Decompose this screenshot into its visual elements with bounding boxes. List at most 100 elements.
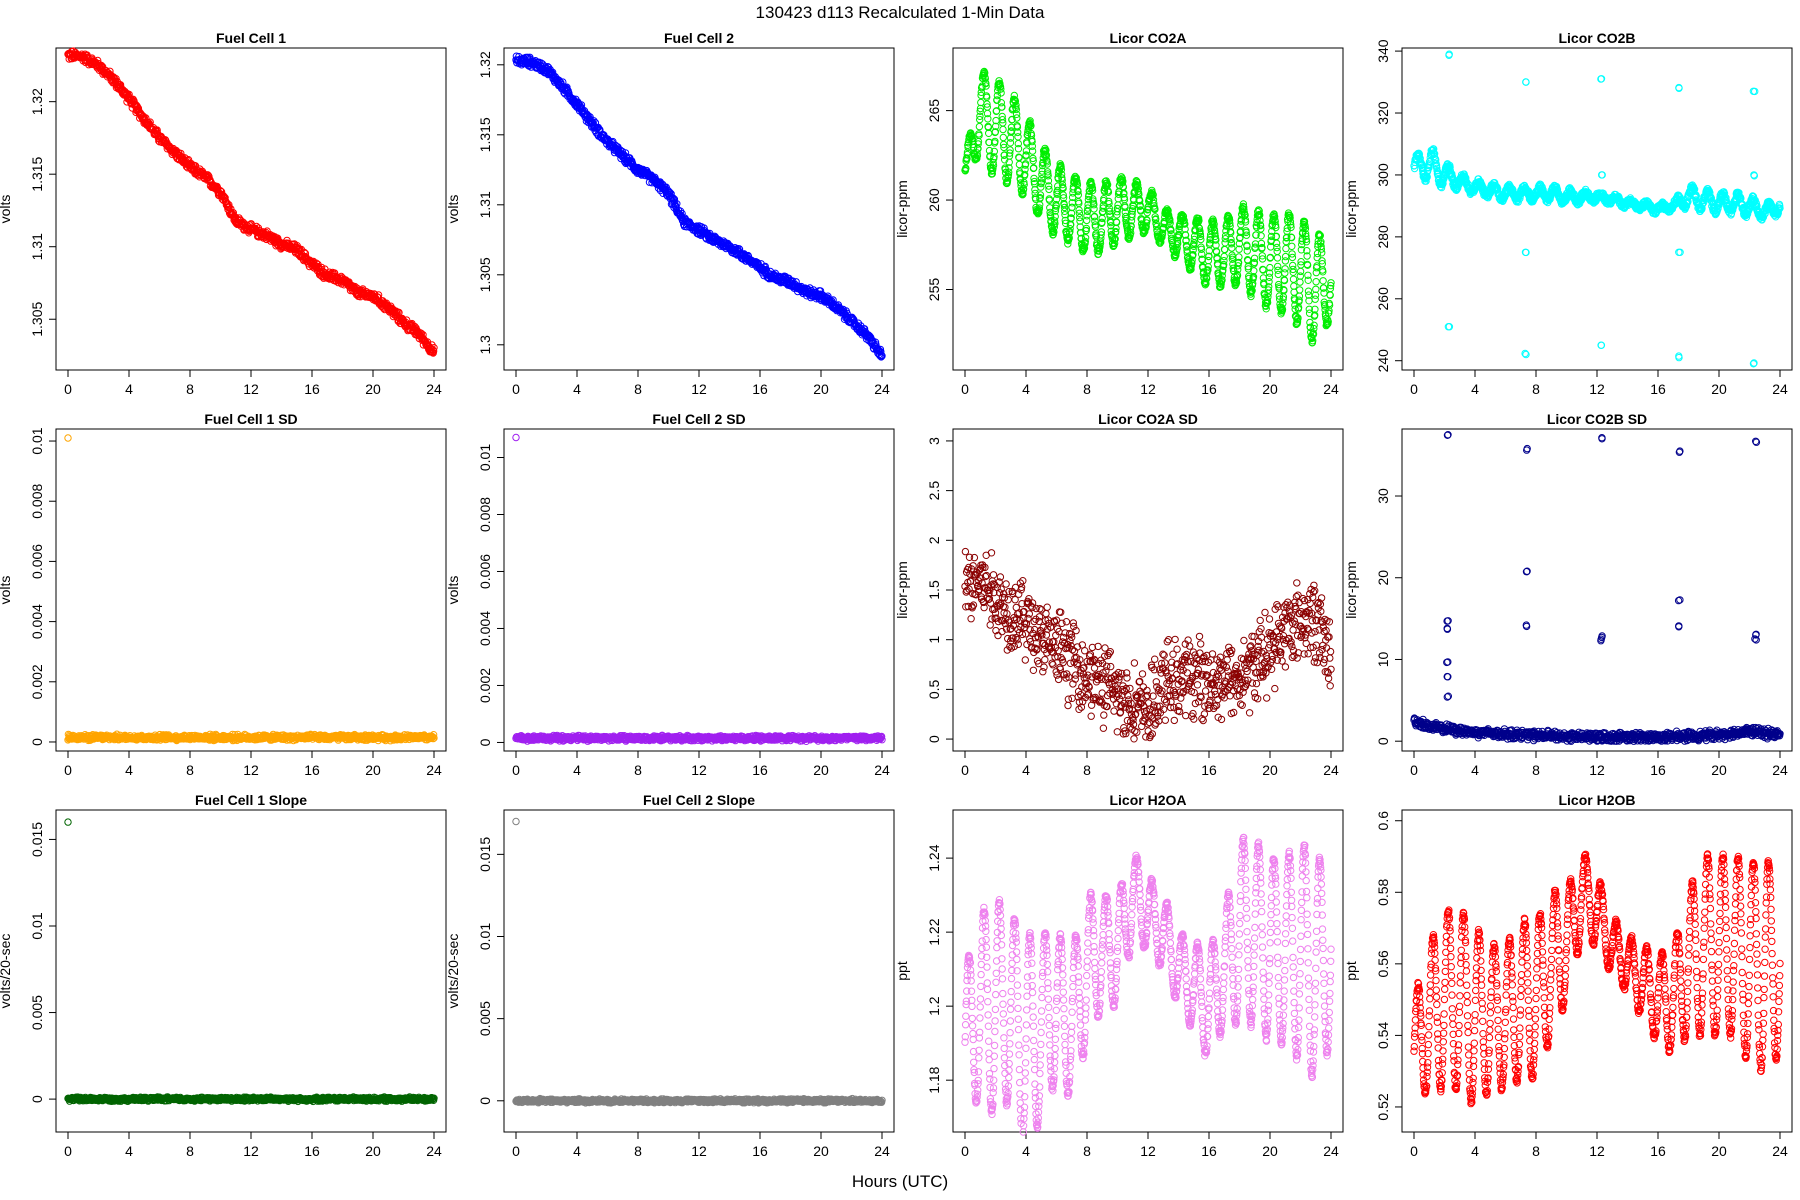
panel-title: Fuel Cell 1: [216, 30, 286, 46]
y-tick-label: 0.008: [29, 483, 45, 518]
x-tick-label: 12: [243, 381, 259, 397]
data-point: [1273, 254, 1282, 262]
data-point: [1290, 282, 1298, 290]
plot-frame: [55, 47, 447, 371]
data-point: [428, 348, 437, 357]
panel-title: Fuel Cell 1 SD: [204, 411, 297, 427]
data-point: [374, 291, 383, 299]
data-point: [1522, 78, 1530, 86]
y-tick-label: 320: [1375, 101, 1391, 125]
y-tick-label: 300: [1375, 163, 1391, 187]
y-tick-label: 340: [1375, 39, 1391, 63]
y-tick-label: 1.32: [477, 51, 493, 78]
data-points: [512, 52, 886, 361]
data-point: [1281, 252, 1290, 261]
data-point: [1028, 147, 1037, 155]
data-points: [64, 434, 438, 745]
x-tick-label: 24: [874, 381, 890, 397]
data-point: [1318, 249, 1326, 257]
data-point: [761, 262, 769, 271]
data-point: [229, 209, 238, 217]
data-point: [1220, 252, 1228, 261]
data-point: [1319, 277, 1327, 285]
data-points: [1410, 50, 1784, 368]
data-point: [184, 156, 193, 164]
data-point: [1296, 278, 1304, 286]
x-tick-label: 8: [1083, 381, 1091, 397]
data-point: [430, 344, 438, 352]
data-point: [429, 347, 438, 355]
x-tick-label: 20: [1262, 381, 1278, 397]
data-point: [1221, 245, 1229, 254]
y-tick-label: 0.002: [29, 664, 45, 699]
y-tick-label: 1.315: [477, 117, 493, 152]
x-tick-label: 20: [365, 762, 381, 778]
x-tick-label: 4: [125, 762, 133, 778]
y-axis-label: licor-ppm: [894, 180, 910, 238]
x-tick-label: 16: [752, 381, 768, 397]
y-tick-label: 0: [29, 738, 45, 746]
y-tick-label: 265: [926, 99, 942, 123]
x-tick-label: 16: [304, 381, 320, 397]
x-tick-label: 20: [365, 381, 381, 397]
data-point: [590, 117, 598, 125]
x-tick-label: 24: [1772, 381, 1788, 397]
data-point: [1274, 270, 1283, 279]
y-tick-label: 260: [926, 188, 942, 212]
data-point: [977, 98, 985, 107]
x-tick-label: 0: [512, 381, 520, 397]
data-point: [1289, 275, 1298, 283]
y-tick-label: 0.01: [29, 427, 45, 454]
data-points: [961, 67, 1335, 347]
y-tick-label: 255: [926, 278, 942, 302]
x-tick-label: 12: [1140, 381, 1156, 397]
y-tick-label: 1.315: [29, 156, 45, 191]
x-tick-label: 12: [243, 762, 259, 778]
x-tick-label: 24: [426, 381, 442, 397]
y-tick-label: 260: [1375, 287, 1391, 311]
data-point: [667, 190, 675, 198]
y-tick-label: 1.3: [477, 335, 493, 355]
x-tick-label: 0: [1410, 381, 1418, 397]
x-tick-label: 4: [573, 381, 581, 397]
x-tick-label: 4: [1471, 381, 1479, 397]
data-point: [762, 266, 771, 274]
data-point: [1272, 232, 1281, 241]
data-point: [300, 248, 308, 257]
data-point: [999, 125, 1007, 134]
y-tick-label: 1.32: [29, 88, 45, 115]
data-point: [1288, 242, 1296, 251]
x-tick-label: 24: [426, 762, 442, 778]
x-tick-label: 0: [64, 381, 72, 397]
panel-title: Fuel Cell 2: [664, 30, 734, 46]
data-point: [351, 282, 359, 291]
data-point: [1015, 160, 1024, 169]
x-tick-label: 0: [64, 762, 72, 778]
data-point: [999, 133, 1007, 142]
y-tick-label: 280: [1375, 225, 1391, 249]
data-point: [153, 126, 161, 134]
y-axis-label: volts: [0, 576, 13, 605]
x-tick-label: 8: [1532, 381, 1540, 397]
x-tick-label: 8: [186, 762, 194, 778]
y-axis-label: licor-ppm: [1343, 180, 1359, 238]
y-tick-label: 1.305: [477, 257, 493, 292]
x-tick-label: 12: [1589, 381, 1605, 397]
data-point: [1296, 267, 1305, 276]
y-tick-label: 0.006: [29, 544, 45, 579]
y-tick-label: 1.305: [29, 302, 45, 337]
x-tick-label: 8: [634, 381, 642, 397]
data-point: [1296, 286, 1304, 294]
y-tick-label: 1.31: [29, 233, 45, 260]
x-tick-label: 0: [961, 381, 969, 397]
data-points: [64, 47, 438, 357]
x-tick-label: 12: [691, 381, 707, 397]
panel-title: Licor CO2A: [1109, 30, 1186, 46]
x-tick-label: 24: [1323, 381, 1339, 397]
